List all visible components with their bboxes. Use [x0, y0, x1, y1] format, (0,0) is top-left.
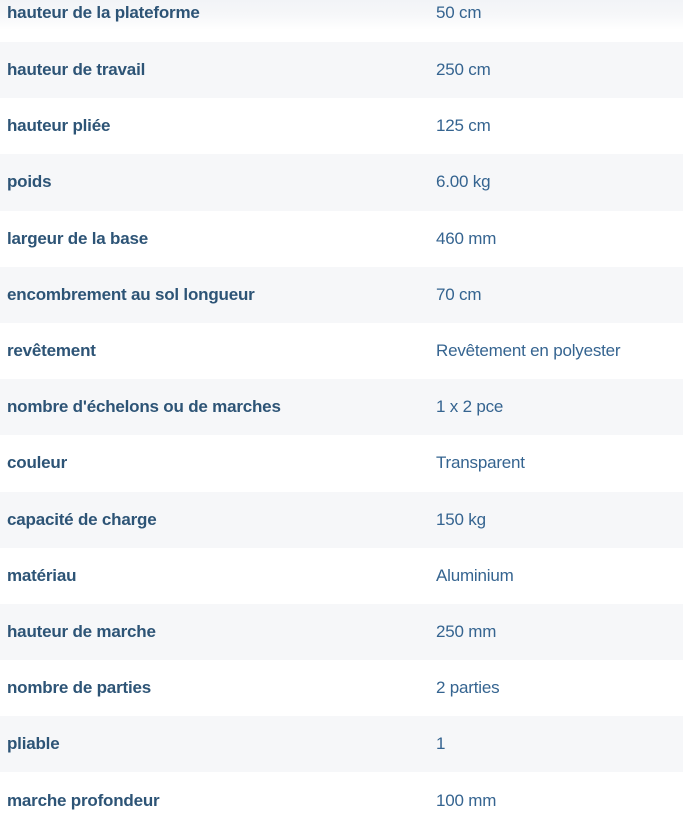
spec-value: 100 mm: [436, 790, 497, 810]
spec-value: 6.00 kg: [436, 172, 491, 192]
spec-label: poids: [7, 172, 52, 192]
spec-label: pliable: [7, 734, 60, 754]
spec-label: hauteur de la plateforme: [7, 3, 200, 22]
spec-row: nombre d'échelons ou de marches 1 x 2 pc…: [0, 379, 683, 436]
spec-value: 250 cm: [436, 60, 491, 80]
spec-value: 1: [436, 734, 446, 754]
spec-label: marche profondeur: [7, 790, 160, 810]
spec-row: encombrement au sol longueur 70 cm: [0, 266, 683, 323]
spec-label: capacité de charge: [7, 509, 157, 529]
spec-label: revêtement: [7, 341, 96, 361]
spec-label: encombrement au sol longueur: [7, 284, 255, 304]
spec-value: 125 cm: [436, 116, 491, 136]
spec-row: pliable 1: [0, 716, 683, 773]
spec-row: matériau Aluminium: [0, 547, 683, 604]
spec-label: hauteur de travail: [7, 60, 146, 80]
spec-value: Transparent: [436, 453, 525, 473]
spec-value: 150 kg: [436, 509, 486, 529]
spec-label: matériau: [7, 565, 77, 585]
spec-label: couleur: [7, 453, 68, 473]
spec-row: nombre de parties 2 parties: [0, 660, 683, 717]
spec-row: hauteur de marche 250 mm: [0, 603, 683, 661]
spec-row: hauteur de la plateforme 50 cm: [0, 0, 683, 42]
spec-label: largeur de la base: [7, 228, 148, 248]
spec-label: hauteur de marche: [7, 621, 156, 641]
spec-value: Aluminium: [436, 565, 514, 585]
spec-row: poids 6.00 kg: [0, 154, 683, 211]
spec-row: largeur de la base 460 mm: [0, 210, 683, 267]
spec-row: revêtement Revêtement en polyester: [0, 322, 683, 380]
spec-label: nombre d'échelons ou de marches: [7, 397, 281, 417]
spec-value: 70 cm: [436, 284, 482, 304]
spec-row: capacité de charge 150 kg: [0, 491, 683, 548]
spec-value: 460 mm: [436, 228, 497, 248]
spec-value: 250 mm: [436, 621, 497, 641]
spec-row: hauteur pliée 125 cm: [0, 98, 683, 155]
spec-value: 2 parties: [436, 678, 500, 698]
spec-row: marche profondeur 100 mm: [0, 772, 683, 815]
spec-row: hauteur de travail 250 cm: [0, 42, 683, 99]
spec-value: 1 x 2 pce: [436, 397, 504, 417]
spec-row: couleur Transparent: [0, 435, 683, 492]
spec-value: Revêtement en polyester: [436, 341, 621, 361]
spec-label: nombre de parties: [7, 678, 151, 698]
spec-value: 50 cm: [436, 3, 482, 22]
spec-label: hauteur pliée: [7, 116, 111, 136]
